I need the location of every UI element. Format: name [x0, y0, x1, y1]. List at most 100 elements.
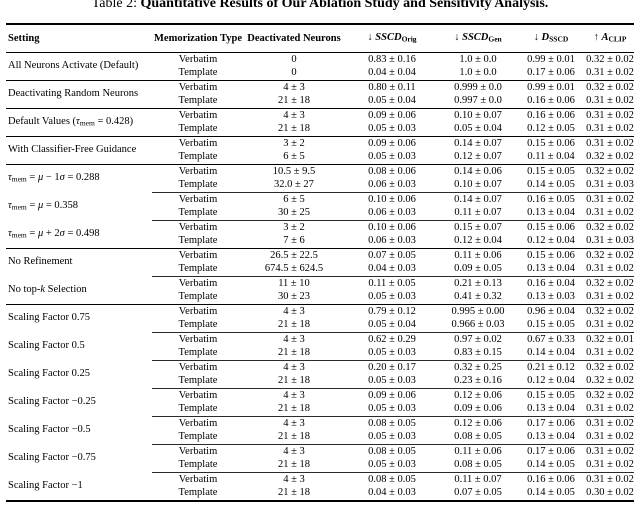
setting-label: Default Values (τmem = 0.428) [8, 115, 134, 128]
results-table: Setting Memorization Type Deactivated Neur… [6, 23, 634, 502]
metric-value-cell: 0.31 ± 0.02 [586, 346, 634, 358]
metric-value-cell: 0.32 ± 0.01 [586, 334, 634, 345]
metric-value-cell: 0.999 ± 0.0 [454, 82, 502, 93]
metric-value-cell: 0.06 ± 0.03 [368, 206, 416, 218]
setting-group-1: Deactivating Random Neurons Verbatim 4 ± 3… [6, 81, 634, 108]
metric-value-cell: 0.997 ± 0.0 [454, 94, 502, 106]
metric-value-cell: 0.14 ± 0.05 [527, 178, 575, 190]
metric-value-cell: 0.16 ± 0.06 [527, 94, 575, 106]
memorization-type-cell: Verbatim [178, 250, 218, 261]
metric-value-cell: 21 ± 18 [277, 458, 310, 470]
metric-value-cell: 0 [291, 66, 297, 78]
metric-value-cell: 3 ± 2 [283, 138, 305, 149]
memorization-type-cell: Verbatim [178, 390, 218, 401]
memorization-type-cell: Verbatim [178, 222, 218, 233]
setting-label: Scaling Factor 0.5 [8, 340, 85, 352]
group-separator [6, 108, 634, 109]
metric-value-cell: 21 ± 18 [277, 94, 310, 106]
memorization-type-cell: Template [178, 206, 218, 218]
metric-value-cell: 0.09 ± 0.05 [454, 262, 502, 274]
metric-value-cell: 0.32 ± 0.02 [586, 390, 634, 401]
metric-value-cell: 10.5 ± 9.5 [272, 166, 316, 177]
memorization-type-cell: Template [178, 290, 218, 302]
metric-value-cell: 0.12 ± 0.05 [527, 122, 575, 134]
metric-value-cell: 0.17 ± 0.06 [527, 446, 575, 457]
metric-value-cell: 0.966 ± 0.03 [451, 318, 505, 330]
metric-value-cell: 21 ± 18 [277, 402, 310, 414]
metric-value-cell: 0.10 ± 0.07 [454, 110, 502, 121]
group-separator [6, 80, 634, 81]
memorization-type-cell: Verbatim [178, 166, 218, 177]
memorization-type-cell: Template [178, 374, 218, 386]
setting-label: No top-k Selection [8, 284, 87, 296]
metric-value-cell: 0.13 ± 0.04 [527, 262, 575, 274]
memorization-type-cell: Verbatim [178, 194, 218, 205]
metric-value-cell: 0 [291, 54, 297, 65]
metric-value-cell: 0.05 ± 0.04 [368, 94, 416, 106]
metric-value-cell: 0.11 ± 0.05 [368, 278, 416, 289]
metric-value-cell: 0.14 ± 0.05 [527, 486, 575, 498]
metric-value-cell: 32.0 ± 27 [274, 178, 314, 190]
metric-value-cell: 0.83 ± 0.16 [368, 54, 416, 65]
metric-value-cell: 0.32 ± 0.02 [586, 250, 634, 261]
metric-value-cell: 0.31 ± 0.02 [586, 262, 634, 274]
group-separator [152, 416, 634, 417]
metric-value-cell: 0.31 ± 0.02 [586, 474, 634, 485]
memorization-type-cell: Template [178, 66, 218, 78]
col-header-sscd-gen: ↓ SSCDGen [454, 32, 502, 44]
group-separator [152, 220, 634, 221]
metric-value-cell: 0.15 ± 0.07 [454, 222, 502, 233]
metric-value-cell: 0.31 ± 0.02 [586, 446, 634, 457]
metric-value-cell: 0.05 ± 0.03 [368, 402, 416, 414]
metric-value-cell: 0.15 ± 0.06 [527, 250, 575, 261]
col-header-d-sscd: ↓ DSSCD [533, 32, 569, 44]
group-separator [6, 164, 634, 165]
metric-value-cell: 0.79 ± 0.12 [368, 306, 416, 317]
metric-value-cell: 0.12 ± 0.06 [454, 390, 502, 401]
metric-value-cell: 4 ± 3 [283, 418, 305, 429]
metric-value-cell: 30 ± 23 [277, 290, 310, 302]
setting-label: Deactivating Random Neurons [8, 88, 139, 100]
metric-value-cell: 0.04 ± 0.03 [368, 486, 416, 498]
metric-value-cell: 0.23 ± 0.16 [454, 374, 502, 386]
metric-value-cell: 0.96 ± 0.04 [527, 306, 575, 317]
metric-value-cell: 0.31 ± 0.02 [586, 110, 634, 121]
metric-value-cell: 0.15 ± 0.06 [527, 222, 575, 233]
metric-value-cell: 0.21 ± 0.12 [527, 362, 575, 373]
setting-group-5: τmem = μ = 0.358 Verbatim 6 ± 5 0.10 ± 0.06… [6, 193, 634, 220]
metric-value-cell: 0.10 ± 0.06 [368, 222, 416, 233]
metric-value-cell: 0.12 ± 0.06 [454, 418, 502, 429]
metric-value-cell: 0.04 ± 0.04 [368, 66, 416, 78]
group-separator [152, 192, 634, 193]
group-separator [152, 276, 634, 277]
metric-value-cell: 0.31 ± 0.02 [586, 430, 634, 442]
metric-value-cell: 0.13 ± 0.04 [527, 430, 575, 442]
metric-value-cell: 0.05 ± 0.04 [368, 318, 416, 330]
setting-label: Scaling Factor −0.5 [8, 424, 91, 436]
setting-group-7: No Refinement Verbatim 26.5 ± 22.5 0.07 ± 0… [6, 249, 634, 276]
metric-value-cell: 0.17 ± 0.06 [527, 66, 575, 78]
metric-value-cell: 0.31 ± 0.02 [586, 418, 634, 429]
memorization-type-cell: Verbatim [178, 446, 218, 457]
metric-value-cell: 0.05 ± 0.03 [368, 374, 416, 386]
metric-value-cell: 0.09 ± 0.06 [368, 110, 416, 121]
caption-prefix: Table 2: [91, 0, 141, 11]
metric-value-cell: 0.05 ± 0.04 [454, 122, 502, 134]
group-separator [6, 304, 634, 305]
metric-value-cell: 0.13 ± 0.03 [527, 290, 575, 302]
memorization-type-cell: Verbatim [178, 474, 218, 485]
metric-value-cell: 0.06 ± 0.03 [368, 234, 416, 246]
metric-value-cell: 0.12 ± 0.07 [454, 150, 502, 162]
metric-value-cell: 0.32 ± 0.02 [586, 362, 634, 373]
setting-group-11: Scaling Factor 0.25 Verbatim 4 ± 3 0.20 ± 0… [6, 361, 634, 388]
metric-value-cell: 0.32 ± 0.02 [586, 150, 634, 162]
setting-group-8: No top-k Selection Verbatim 11 ± 10 0.11 ± … [6, 277, 634, 304]
metric-value-cell: 0.08 ± 0.05 [454, 430, 502, 442]
metric-value-cell: 0.32 ± 0.02 [586, 222, 634, 233]
metric-value-cell: 1.0 ± 0.0 [459, 54, 497, 65]
metric-value-cell: 0.99 ± 0.01 [527, 82, 575, 93]
setting-label: τmem = μ − 1σ = 0.288 [8, 171, 100, 184]
metric-value-cell: 0.32 ± 0.25 [454, 362, 502, 373]
metric-value-cell: 0.05 ± 0.03 [368, 458, 416, 470]
memorization-type-cell: Template [178, 430, 218, 442]
